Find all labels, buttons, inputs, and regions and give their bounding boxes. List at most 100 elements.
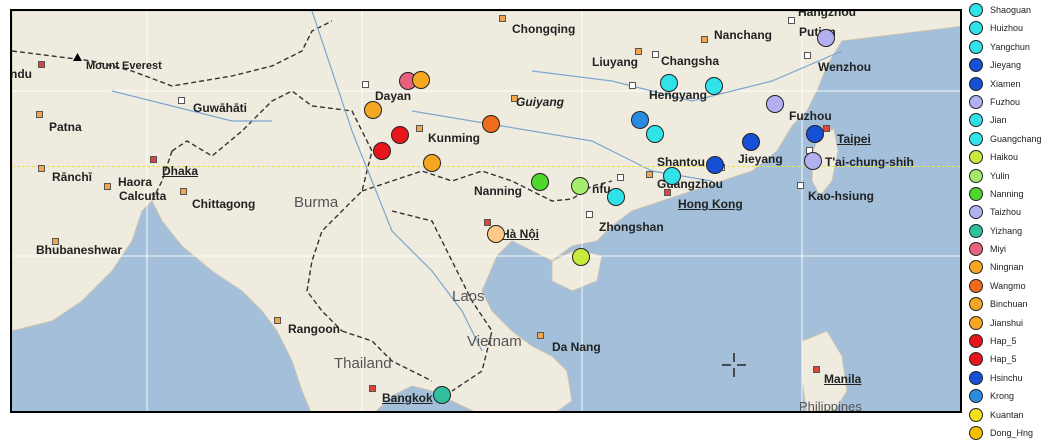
city-label-guiyang: Guiyang bbox=[516, 95, 565, 109]
city-marker bbox=[499, 15, 506, 22]
mainland-landmass bbox=[12, 11, 960, 411]
legend-item[interactable]: Hap_5 bbox=[968, 333, 1053, 351]
legend-item[interactable]: Jianshui bbox=[968, 315, 1053, 333]
sample-point[interactable] bbox=[482, 115, 500, 133]
legend-item[interactable]: Hsinchu bbox=[968, 370, 1053, 388]
tropic-of-cancer-line bbox=[12, 166, 960, 167]
rivers bbox=[111, 11, 843, 352]
legend-label: Hsinchu bbox=[990, 372, 1023, 383]
legend-label: Huizhou bbox=[990, 23, 1024, 34]
sample-point[interactable] bbox=[391, 126, 409, 144]
legend-item[interactable]: Taizhou bbox=[968, 204, 1053, 222]
legend-swatch bbox=[969, 223, 983, 238]
legend-item[interactable]: Nanning bbox=[968, 186, 1053, 204]
legend-item[interactable]: Jieyang bbox=[968, 57, 1053, 75]
legend-swatch bbox=[969, 150, 983, 165]
sample-point[interactable] bbox=[766, 95, 784, 113]
legend-label: Fuzhou bbox=[990, 96, 1021, 107]
city-marker bbox=[52, 238, 59, 245]
sample-point[interactable] bbox=[646, 125, 664, 143]
city-label-jieyang: Jieyang bbox=[738, 152, 783, 166]
legend-item[interactable]: Ningnan bbox=[968, 259, 1053, 277]
city-label-ndu: ndu bbox=[10, 67, 32, 81]
city-marker bbox=[797, 182, 804, 189]
sample-point[interactable] bbox=[373, 142, 391, 160]
legend-item[interactable]: Yulin bbox=[968, 168, 1053, 186]
mountain-peak-icon bbox=[73, 53, 82, 61]
legend-item[interactable]: Yangchun bbox=[968, 39, 1053, 57]
city-label-hangzhou: Hangzhou bbox=[798, 9, 856, 19]
city-marker bbox=[823, 125, 830, 132]
sample-point[interactable] bbox=[487, 225, 505, 243]
sample-point[interactable] bbox=[804, 152, 822, 170]
legend-swatch bbox=[969, 113, 983, 128]
legend-item[interactable]: Binchuan bbox=[968, 296, 1053, 314]
sample-point[interactable] bbox=[364, 101, 382, 119]
map-view[interactable]: Burma Laos Vietnam Thailand Philippines … bbox=[10, 9, 962, 413]
legend-swatch bbox=[969, 168, 983, 183]
sample-point[interactable] bbox=[705, 77, 723, 95]
legend-item[interactable]: Guangchang bbox=[968, 131, 1053, 149]
legend-label: Krong bbox=[990, 391, 1015, 402]
legend-label: Miyi bbox=[990, 244, 1006, 255]
city-marker bbox=[180, 188, 187, 195]
city-marker bbox=[36, 111, 43, 118]
legend-item[interactable]: Wangmo bbox=[968, 278, 1053, 296]
legend-item[interactable]: Shaoguan bbox=[968, 2, 1053, 20]
city-label-bhubaneshwar: Bhubaneshwar bbox=[36, 243, 123, 257]
legend-item[interactable]: Kuantan bbox=[968, 407, 1053, 425]
city-marker bbox=[617, 174, 624, 181]
legend-item[interactable]: Yizhang bbox=[968, 223, 1053, 241]
city-label-taipei: Taipei bbox=[837, 132, 871, 146]
legend-item[interactable]: Huizhou bbox=[968, 20, 1053, 38]
legend-label: Guangchang bbox=[990, 133, 1042, 144]
sample-point[interactable] bbox=[706, 156, 724, 174]
legend-item[interactable]: Fuzhou bbox=[968, 94, 1053, 112]
city-label-manila: Manila bbox=[824, 372, 862, 386]
sample-point[interactable] bbox=[806, 125, 824, 143]
sample-point[interactable] bbox=[742, 133, 760, 151]
legend-item[interactable]: Hap_5 bbox=[968, 351, 1053, 369]
legend-swatch bbox=[969, 131, 983, 146]
city-label-guwahati: Guwāhāti bbox=[193, 101, 248, 115]
city-marker bbox=[804, 52, 811, 59]
legend-label: Xiamen bbox=[990, 78, 1021, 89]
sample-point[interactable] bbox=[531, 173, 549, 191]
legend-label: Kuantan bbox=[990, 409, 1024, 420]
sample-point[interactable] bbox=[663, 167, 681, 185]
legend-item[interactable]: Miyi bbox=[968, 241, 1053, 259]
sample-point[interactable] bbox=[631, 111, 649, 129]
city-marker bbox=[788, 17, 795, 24]
sample-point[interactable] bbox=[607, 188, 625, 206]
city-marker bbox=[369, 385, 376, 392]
sample-point[interactable] bbox=[660, 74, 678, 92]
legend-label: Wangmo bbox=[990, 280, 1026, 291]
city-label-dhaka: Dhaka bbox=[162, 164, 199, 178]
legend-swatch bbox=[969, 186, 983, 201]
city-marker bbox=[38, 61, 45, 68]
sample-point[interactable] bbox=[423, 154, 441, 172]
legend-item[interactable]: Haikou bbox=[968, 149, 1053, 167]
city-marker bbox=[362, 81, 369, 88]
sample-point[interactable] bbox=[817, 29, 835, 47]
city-marker bbox=[38, 165, 45, 172]
sample-point[interactable] bbox=[572, 248, 590, 266]
legend-swatch bbox=[969, 242, 983, 257]
legend-swatch bbox=[969, 278, 983, 293]
legend-swatch bbox=[969, 205, 983, 220]
sample-point[interactable] bbox=[571, 177, 589, 195]
legend-swatch bbox=[969, 76, 983, 91]
legend-item[interactable]: Xiamen bbox=[968, 76, 1053, 94]
sample-point[interactable] bbox=[433, 386, 451, 404]
legend-item[interactable]: Krong bbox=[968, 388, 1053, 406]
city-label-hengyang: Hengyang bbox=[649, 88, 708, 102]
city-label-nfu: nfu bbox=[592, 182, 611, 196]
city-marker bbox=[652, 51, 659, 58]
sample-point[interactable] bbox=[412, 71, 430, 89]
legend-swatch bbox=[969, 3, 983, 17]
legend-label: Yizhang bbox=[990, 225, 1023, 236]
city-label-kunming: Kunming bbox=[428, 131, 480, 145]
legend-item[interactable]: Dong_Hng bbox=[968, 425, 1053, 443]
city-marker bbox=[416, 125, 423, 132]
legend-item[interactable]: Jian bbox=[968, 112, 1053, 130]
